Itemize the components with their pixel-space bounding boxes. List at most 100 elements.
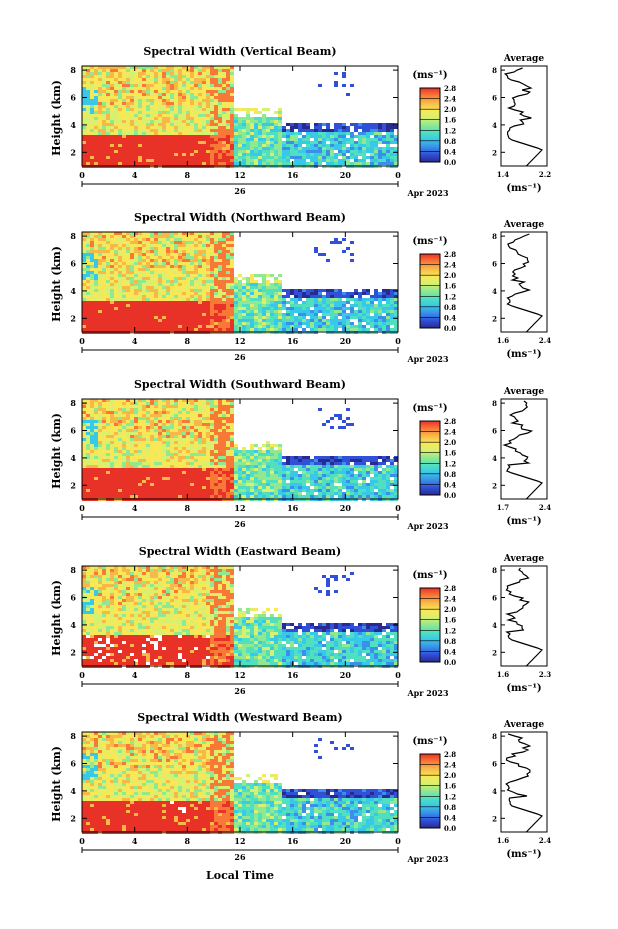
heatmap-cell <box>386 156 390 159</box>
heatmap-cell <box>226 286 230 289</box>
heatmap-cell <box>210 277 214 280</box>
heatmap-cell <box>210 235 214 238</box>
heatmap-cell <box>134 241 138 244</box>
heatmap-cell <box>350 150 354 153</box>
heatmap-cell <box>86 483 90 486</box>
heatmap-cell <box>222 72 226 75</box>
heatmap-cell <box>134 90 138 93</box>
heatmap-cell <box>110 129 114 132</box>
heatmap-cell <box>322 153 326 156</box>
heatmap-cell <box>90 441 94 444</box>
heatmap-cell <box>210 162 214 165</box>
heatmap-cell <box>234 156 238 159</box>
heatmap-cell <box>298 132 302 135</box>
heatmap-cell <box>306 307 310 310</box>
heatmap-cell <box>294 123 298 126</box>
heatmap-cell <box>138 117 142 120</box>
heatmap-cell <box>270 126 274 129</box>
heatmap-cell <box>138 75 142 78</box>
heatmap-cell <box>218 99 222 102</box>
heatmap-cell <box>182 399 186 402</box>
heatmap-cell <box>126 298 130 301</box>
heatmap-cell <box>234 129 238 132</box>
heatmap-cell <box>230 84 234 87</box>
heatmap-cell <box>234 289 238 292</box>
heatmap-cell <box>106 399 110 402</box>
heatmap-cell <box>142 262 146 265</box>
heatmap-cell <box>202 99 206 102</box>
heatmap-cell <box>138 319 142 322</box>
heatmap-cell <box>162 75 166 78</box>
heatmap-cell <box>166 399 170 402</box>
heatmap-cell <box>182 232 186 235</box>
heatmap-cell <box>362 301 366 304</box>
heatmap-cell <box>266 123 270 126</box>
heatmap-cell <box>138 96 142 99</box>
heatmap-cell <box>374 295 378 298</box>
heatmap-cell <box>226 319 230 322</box>
heatmap-cell <box>238 150 242 153</box>
heatmap-cell <box>394 147 398 150</box>
heatmap-cell <box>290 307 294 310</box>
heatmap-cell <box>190 153 194 156</box>
heatmap-cell <box>118 426 122 429</box>
heatmap-cell <box>298 298 302 301</box>
heatmap-cell <box>110 141 114 144</box>
heatmap-cell <box>262 316 266 319</box>
heatmap-cell <box>190 256 194 259</box>
heatmap-cell <box>158 138 162 141</box>
heatmap-cell <box>126 129 130 132</box>
heatmap-cell <box>222 150 226 153</box>
heatmap-cell <box>198 423 202 426</box>
heatmap-cell <box>122 84 126 87</box>
heatmap-cell <box>314 153 318 156</box>
heatmap-cell <box>122 123 126 126</box>
colorbar-tick-label: 0.0 <box>444 324 456 333</box>
heatmap-cell <box>158 477 162 480</box>
heatmap-cell <box>86 87 90 90</box>
heatmap-cell <box>166 301 170 304</box>
heatmap-cell <box>118 301 122 304</box>
heatmap-cell <box>358 132 362 135</box>
heatmap-cell <box>250 322 254 325</box>
heatmap-cell <box>326 126 330 129</box>
heatmap-cell <box>98 462 102 465</box>
heatmap-cell <box>382 310 386 313</box>
heatmap-cell <box>126 462 130 465</box>
heatmap-cell <box>174 462 178 465</box>
heatmap-cell <box>82 111 86 114</box>
heatmap-cell <box>266 316 270 319</box>
heatmap-cell <box>186 426 190 429</box>
heatmap-cell <box>146 319 150 322</box>
heatmap-cell <box>202 153 206 156</box>
heatmap-cell <box>250 280 254 283</box>
heatmap-cell <box>82 277 86 280</box>
heatmap-cell <box>122 159 126 162</box>
heatmap-cell <box>286 156 290 159</box>
heatmap-cell <box>118 250 122 253</box>
heatmap-cell <box>186 477 190 480</box>
heatmap-cell <box>134 277 138 280</box>
heatmap-cell <box>90 75 94 78</box>
heatmap-cell <box>366 289 370 292</box>
heatmap-cell <box>118 111 122 114</box>
heatmap-cell <box>106 78 110 81</box>
heatmap-cell <box>354 310 358 313</box>
heatmap-cell <box>290 126 294 129</box>
heatmap-cell <box>86 441 90 444</box>
heatmap-cell <box>218 274 222 277</box>
heatmap-cell <box>230 132 234 135</box>
heatmap-cell <box>110 66 114 69</box>
heatmap-cell <box>278 286 282 289</box>
heatmap-cell <box>198 135 202 138</box>
heatmap-cell <box>162 262 166 265</box>
heatmap-cell <box>194 256 198 259</box>
heatmap-cell <box>150 432 154 435</box>
heatmap-cell <box>154 328 158 331</box>
heatmap-cell <box>142 435 146 438</box>
heatmap-cell <box>102 304 106 307</box>
heatmap-cell <box>190 453 194 456</box>
heatmap-cell <box>90 271 94 274</box>
heatmap-cell <box>174 301 178 304</box>
heatmap-cell <box>86 108 90 111</box>
